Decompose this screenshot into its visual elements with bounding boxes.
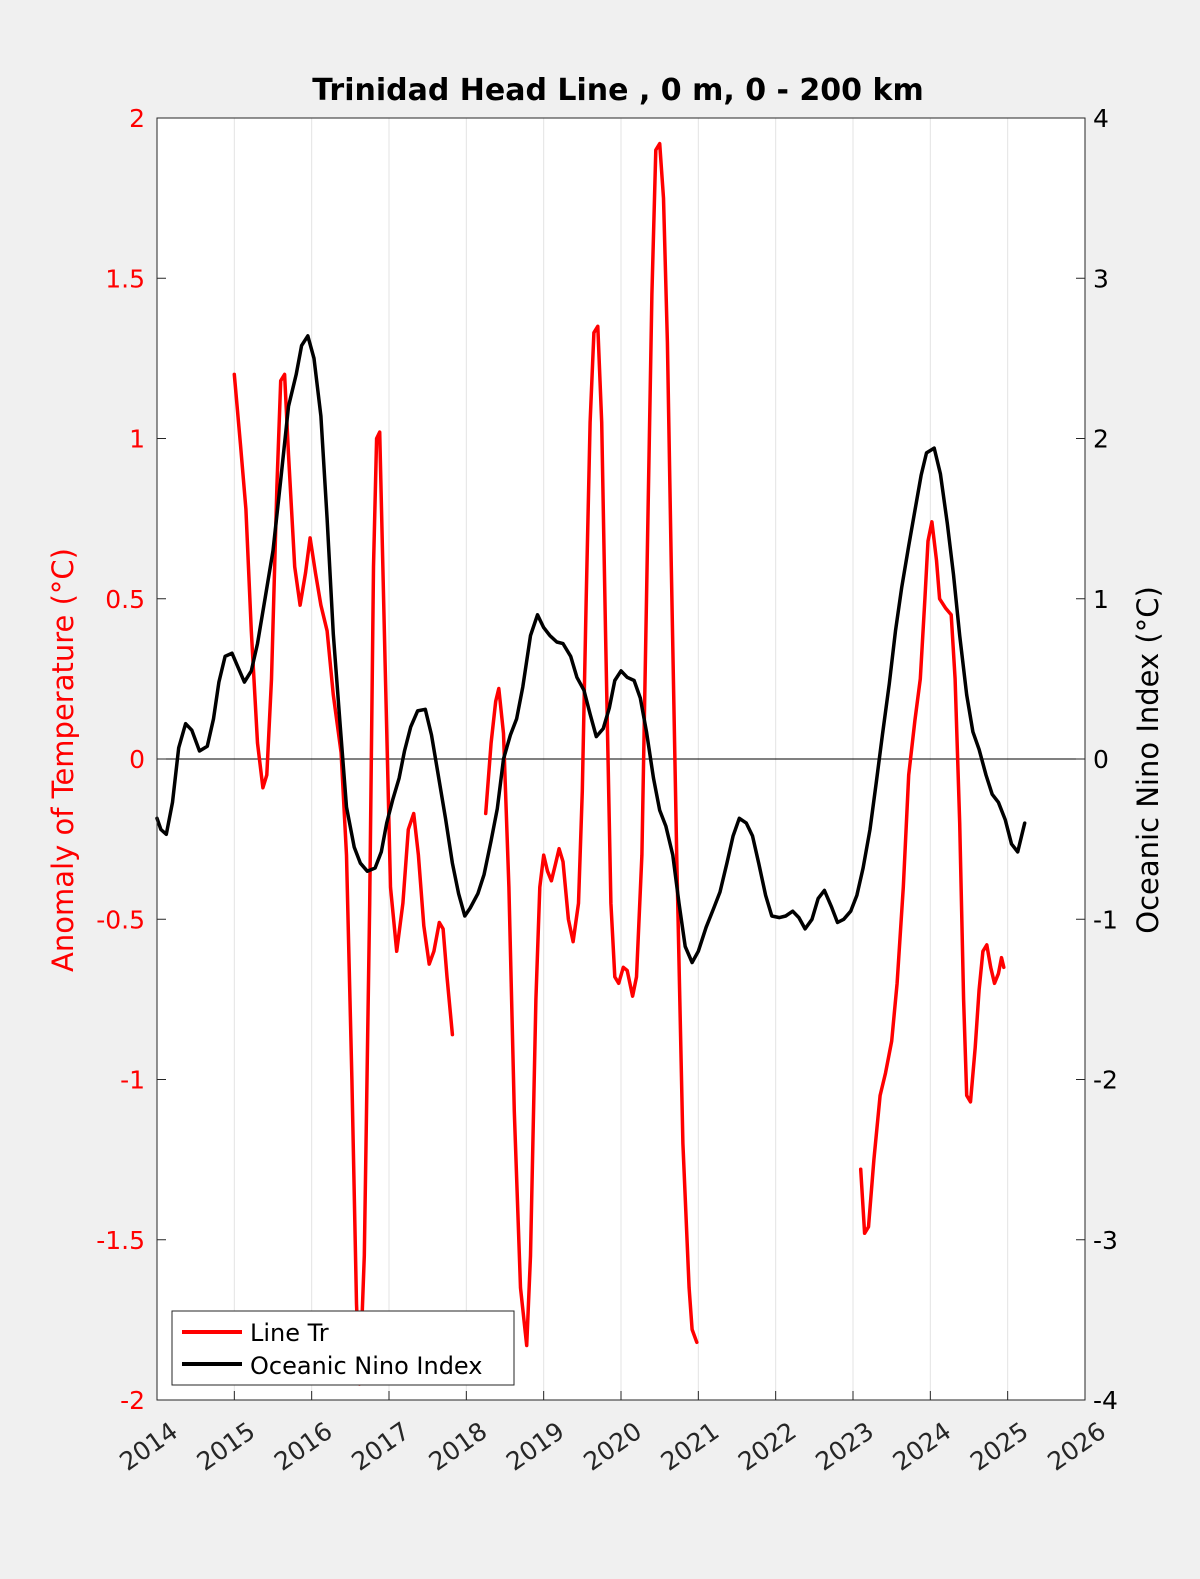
y2-tick-label: -4 (1093, 1386, 1118, 1415)
y2-tick-label: 0 (1093, 745, 1109, 774)
y-tick-label: 0 (129, 745, 145, 774)
y-tick-label: 2 (129, 104, 145, 133)
y-axis-label: Anomaly of Temperature (°C) (46, 548, 80, 972)
chart-title: Trinidad Head Line , 0 m, 0 - 200 km (312, 73, 923, 108)
y-tick-label: 0.5 (105, 585, 145, 614)
temperature-line-segment-3 (858, 520, 1006, 1236)
y-tick-label: 1 (129, 425, 145, 454)
y2-tick-label: 3 (1093, 264, 1109, 293)
y2-tick-label: 2 (1093, 425, 1109, 454)
legend: Line Tr Oceanic Nino Index (171, 1310, 515, 1386)
legend-label-oni: Oceanic Nino Index (250, 1352, 482, 1380)
y-tick-label: -2 (120, 1386, 145, 1415)
y2-axis-label: Oceanic Nino Index (°C) (1131, 586, 1165, 934)
right-axis-ticks: -4 -3 -2 -1 0 1 2 3 4 (1076, 104, 1118, 1415)
y-tick-label: -1.5 (96, 1226, 145, 1255)
y-tick-label: -1 (120, 1066, 145, 1095)
temperature-line-segment-1 (232, 372, 455, 1386)
y2-tick-label: 4 (1093, 104, 1109, 133)
legend-box (171, 1310, 515, 1386)
left-axis-ticks: -2 -1.5 -1 -0.5 0 0.5 1 1.5 2 (96, 104, 166, 1415)
y-tick-label: -0.5 (96, 905, 145, 934)
y2-tick-label: -2 (1093, 1066, 1118, 1095)
y2-tick-label: 1 (1093, 585, 1109, 614)
oni-line-segment-1 (155, 334, 1027, 965)
temperature-line-segment-2 (483, 141, 699, 1348)
y2-tick-label: -1 (1093, 905, 1118, 934)
series-lines (155, 141, 1027, 1386)
legend-label-temperature: Line Tr (250, 1319, 329, 1347)
y2-tick-label: -3 (1093, 1226, 1118, 1255)
y-tick-label: 1.5 (105, 264, 145, 293)
